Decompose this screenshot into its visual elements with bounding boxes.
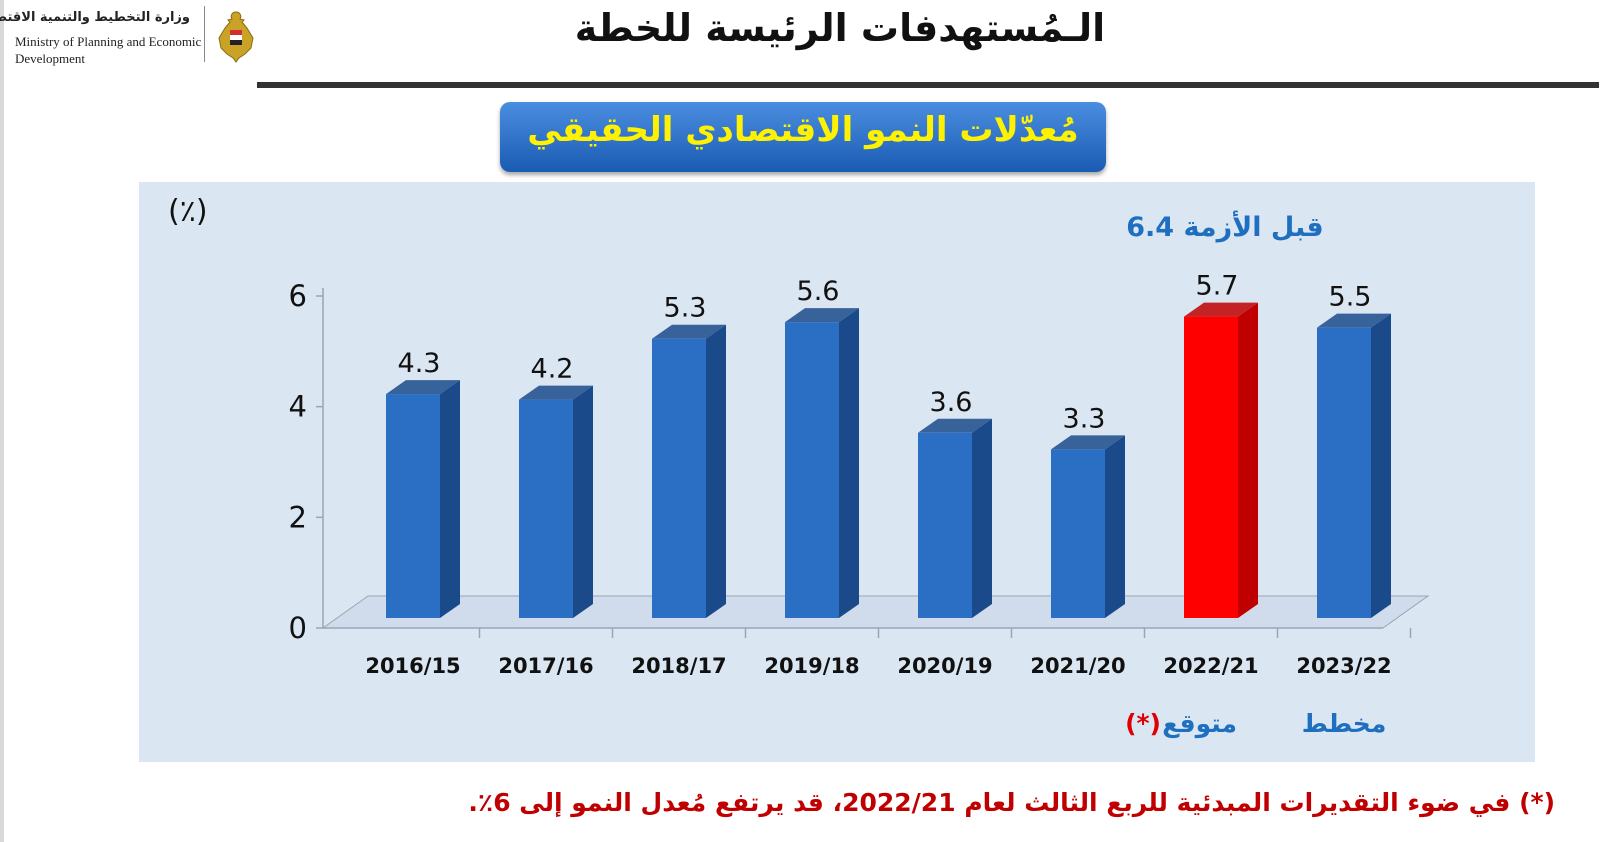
- bar-value-label: 5.6: [797, 276, 840, 307]
- bar-value-label: 4.2: [531, 354, 574, 385]
- y-unit-label: (٪): [168, 194, 208, 229]
- x-tick-label: 2016/15: [365, 654, 460, 678]
- x-tick-label: 2020/19: [897, 654, 992, 678]
- ministry-name-english-line2: Development: [15, 51, 86, 66]
- bar-side: [706, 324, 726, 618]
- bar: [386, 394, 440, 618]
- bar-top: [785, 308, 859, 323]
- bar-side: [839, 308, 859, 618]
- page-left-border: [0, 0, 4, 842]
- planned-label: مخطط: [1302, 709, 1387, 738]
- bar-side: [972, 418, 992, 618]
- bar: [918, 432, 972, 618]
- chart-banner-title: مُعدّلات النمو الاقتصادي الحقيقي: [527, 110, 1079, 150]
- x-tick-label: 2018/17: [631, 654, 726, 678]
- pre-crisis-annotation: قبل الأزمة 6.4: [1126, 210, 1323, 243]
- logo-divider: [204, 6, 205, 62]
- expected-label: متوقع: [1162, 709, 1237, 739]
- expected-marker: (*): [1125, 709, 1161, 738]
- chart-floor: [321, 595, 1430, 629]
- y-tick-label: 2: [289, 500, 307, 534]
- bar-top: [1051, 435, 1125, 450]
- bar-side: [1371, 313, 1391, 618]
- x-tick-label: 2021/20: [1030, 654, 1125, 678]
- bar-value-label: 3.3: [1063, 403, 1106, 434]
- x-tick-label: 2017/16: [498, 654, 593, 678]
- page-title: الـمُستهدفات الرئيسة للخطة: [574, 6, 1106, 50]
- bar-value-label: 5.5: [1329, 282, 1372, 313]
- x-tick-label: 2023/22: [1296, 654, 1391, 678]
- pre-crisis-value: 6.4: [1126, 212, 1183, 243]
- bar-value-label: 4.3: [398, 348, 441, 379]
- bar-side: [573, 385, 593, 618]
- bar-side: [440, 380, 460, 618]
- egypt-eagle-emblem-icon: [218, 11, 254, 63]
- bar: [1184, 316, 1238, 618]
- x-tick-label: 2022/21: [1163, 654, 1258, 678]
- ministry-logo: وزارة التخطيط والتنمية الاقتصادية Minist…: [0, 6, 254, 72]
- bar: [1317, 327, 1371, 618]
- bar-side: [1105, 435, 1125, 618]
- bar-top: [386, 380, 460, 395]
- bar: [652, 338, 706, 618]
- bar-value-label: 3.6: [930, 387, 973, 418]
- bar: [1051, 449, 1105, 618]
- chart-banner: مُعدّلات النمو الاقتصادي الحقيقي: [500, 102, 1106, 172]
- y-tick-label: 0: [289, 611, 307, 645]
- bar-top: [519, 385, 593, 400]
- bar: [785, 322, 839, 618]
- bar-top: [1317, 313, 1391, 328]
- bar-value-label: 5.3: [664, 293, 707, 324]
- bar-top: [1184, 302, 1258, 317]
- bar: [519, 399, 573, 618]
- bar-value-label: 5.7: [1196, 271, 1239, 302]
- ministry-name-english-line1: Ministry of Planning and Economic: [15, 34, 202, 49]
- pre-crisis-label: قبل الأزمة: [1184, 210, 1324, 243]
- y-tick-label: 4: [289, 390, 307, 424]
- bar-side: [1238, 302, 1258, 618]
- title-underline: [257, 82, 1599, 88]
- bar-top: [652, 324, 726, 339]
- x-tick-label: 2019/18: [764, 654, 859, 678]
- y-tick-label: 6: [289, 279, 307, 313]
- footnote: (*) في ضوء التقديرات المبدئية للربع الثا…: [468, 788, 1555, 817]
- bar-top: [918, 418, 992, 433]
- ministry-name-arabic: وزارة التخطيط والتنمية الاقتصادية: [0, 10, 190, 25]
